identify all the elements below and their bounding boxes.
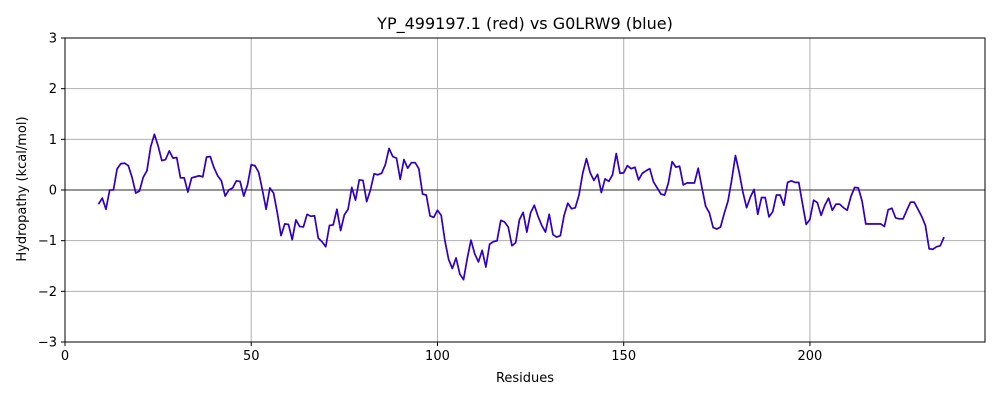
x-tick-label-0: 0 (61, 349, 69, 364)
series-line-g0lrw9 (97, 133, 945, 281)
axis-ticks: 0 50 100 150 200 −3 −2 −1 0 1 2 3 (38, 32, 823, 365)
x-tick-label-2: 100 (425, 349, 450, 364)
y-tick-label-4: 1 (49, 133, 57, 148)
y-tick-label-0: −3 (38, 336, 57, 351)
x-axis-label: Residues (496, 371, 554, 386)
series-lines (97, 133, 945, 281)
y-tick-label-3: 0 (49, 184, 57, 199)
y-tick-label-5: 2 (49, 82, 57, 97)
x-tick-label-4: 200 (798, 349, 823, 364)
y-tick-label-2: −1 (38, 234, 57, 249)
y-tick-label-1: −2 (38, 285, 57, 300)
x-tick-label-1: 50 (243, 349, 260, 364)
y-axis-label: Hydropathy (kcal/mol) (15, 116, 30, 261)
x-tick-label-3: 150 (611, 349, 636, 364)
chart-title: YP_499197.1 (red) vs G0LRW9 (blue) (376, 14, 673, 34)
y-tick-label-6: 3 (49, 32, 57, 47)
